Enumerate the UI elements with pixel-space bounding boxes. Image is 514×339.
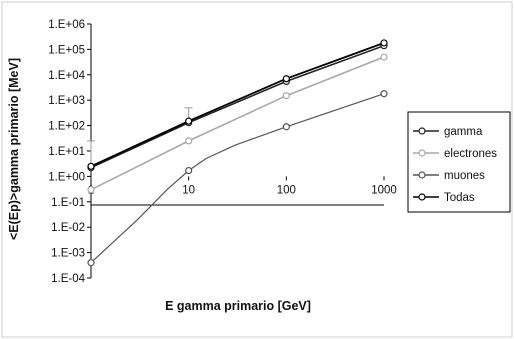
legend-item: gamma bbox=[413, 126, 483, 138]
y-tick-label: 1.E-01 bbox=[51, 197, 85, 209]
legend-swatch-marker bbox=[418, 149, 426, 157]
series-electrones bbox=[87, 53, 388, 194]
legend-label: Todas bbox=[444, 192, 475, 204]
data-point bbox=[380, 39, 388, 47]
series-group bbox=[87, 39, 388, 267]
data-point bbox=[282, 123, 290, 131]
legend-label: muones bbox=[444, 170, 485, 182]
y-tick-label: 1.E+01 bbox=[48, 146, 85, 158]
y-tick-label: 1.E-02 bbox=[51, 222, 85, 234]
data-point bbox=[87, 259, 95, 267]
legend-swatch-marker bbox=[418, 127, 426, 135]
y-tick-label: 1.E+02 bbox=[48, 121, 85, 133]
y-tick-label: 1.E+05 bbox=[48, 44, 85, 56]
x-tick-label: 10 bbox=[182, 184, 195, 196]
legend-item: muones bbox=[413, 170, 485, 182]
series-line bbox=[90, 42, 385, 168]
data-point bbox=[185, 117, 193, 125]
legend-label: electrones bbox=[444, 148, 497, 160]
y-axis-title: <E(Ep)>gamma primario [MeV] bbox=[7, 58, 21, 240]
series-muones bbox=[87, 90, 388, 267]
x-tick-label: 100 bbox=[277, 184, 296, 196]
data-point bbox=[185, 137, 193, 145]
series-line bbox=[90, 56, 385, 191]
y-tick-label: 1.E-03 bbox=[51, 248, 85, 260]
legend: gamma electrones muones Todas bbox=[407, 111, 511, 213]
y-tick-label: 1.E+03 bbox=[48, 95, 85, 107]
legend-label: gamma bbox=[444, 126, 483, 138]
legend-item: electrones bbox=[413, 148, 497, 160]
y-tick-label: 1.E+00 bbox=[48, 171, 85, 183]
data-point bbox=[380, 90, 388, 98]
x-axis-title: E gamma primario [GeV] bbox=[165, 299, 311, 313]
data-point bbox=[185, 166, 193, 175]
y-tick-label: 1.E+06 bbox=[48, 19, 85, 31]
series-line bbox=[90, 93, 385, 264]
data-point bbox=[87, 186, 95, 194]
series-line bbox=[90, 44, 385, 169]
x-tick-label: 1000 bbox=[371, 184, 397, 196]
data-point bbox=[282, 92, 290, 100]
y-tick-label: 1.E+04 bbox=[48, 70, 85, 82]
y-axis-ticks: 1.E+06 1.E+05 1.E+04 1.E+03 1.E+02 1.E+01 1.E+… bbox=[48, 19, 91, 285]
data-point bbox=[380, 53, 388, 61]
data-point bbox=[87, 162, 95, 170]
legend-item: Todas bbox=[413, 192, 475, 204]
series-todas bbox=[87, 39, 388, 170]
legend-swatch-marker bbox=[418, 171, 426, 179]
data-point bbox=[282, 75, 290, 83]
y-tick-label: 1.E-04 bbox=[51, 273, 85, 285]
legend-swatch-marker bbox=[418, 193, 426, 201]
